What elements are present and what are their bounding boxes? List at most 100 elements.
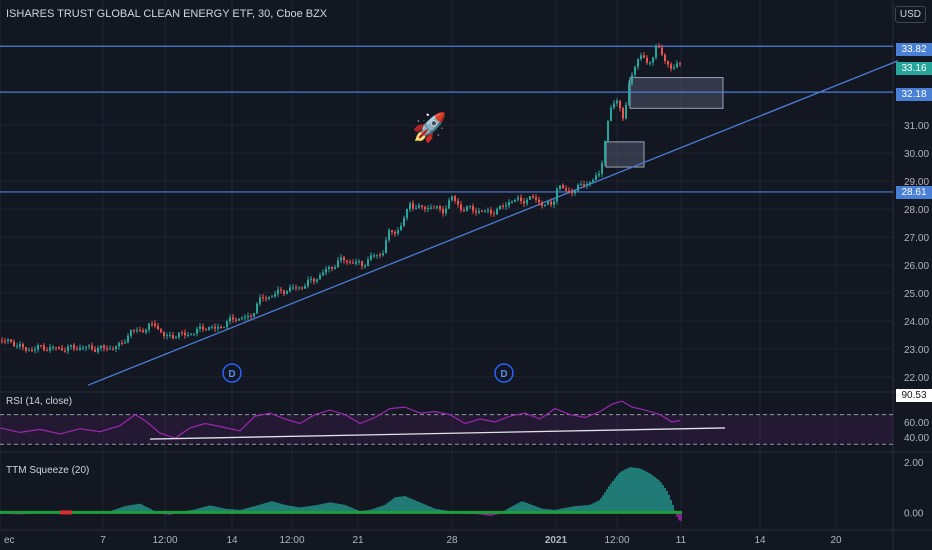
- candle-body: [139, 329, 141, 331]
- candle-body: [619, 100, 621, 108]
- candle-body: [484, 210, 486, 212]
- candle-body: [16, 346, 18, 348]
- time-tick-label: 28: [446, 535, 458, 546]
- candle-body: [628, 83, 630, 105]
- price-tag-line-3: 28.61: [896, 186, 932, 199]
- candle-body: [19, 344, 21, 347]
- dividend-marker-label: D: [500, 369, 507, 380]
- candle-body: [535, 197, 537, 200]
- candle-body: [370, 255, 372, 260]
- chart-title: ISHARES TRUST GLOBAL CLEAN ENERGY ETF, 3…: [6, 8, 328, 20]
- candle-body: [187, 334, 189, 336]
- candle-body: [37, 345, 39, 350]
- candle-body: [10, 339, 12, 342]
- candle-body: [478, 210, 480, 213]
- time-tick-label: 11: [676, 535, 687, 546]
- dividend-marker-1[interactable]: [494, 363, 514, 383]
- candle-body: [643, 55, 645, 58]
- squeeze-pane: [0, 467, 682, 521]
- candle-body: [421, 205, 423, 208]
- candle-body: [280, 289, 282, 291]
- candle-body: [265, 298, 267, 300]
- candle-body: [184, 332, 186, 336]
- candle-body: [466, 206, 468, 211]
- rsi-band-fill: [0, 414, 893, 445]
- candle-body: [40, 345, 42, 347]
- candle-body: [253, 313, 255, 317]
- candle-body: [661, 47, 663, 55]
- candle-body: [94, 349, 96, 352]
- candle-body: [415, 207, 417, 209]
- candle-body: [220, 326, 222, 328]
- candle-body: [352, 262, 354, 264]
- candle-body: [64, 350, 66, 352]
- time-tick-label: 12:00: [604, 535, 629, 546]
- candle-body: [106, 348, 108, 350]
- candle-body: [529, 196, 531, 200]
- price-tick-label: 28.00: [904, 205, 929, 216]
- candle-body: [13, 341, 15, 347]
- candle-body: [586, 183, 588, 186]
- candle-body: [451, 196, 453, 201]
- time-tick-label: 21: [352, 535, 364, 546]
- time-tick-label: ec: [4, 535, 15, 546]
- candle-body: [61, 348, 63, 351]
- candle-body: [631, 74, 633, 84]
- price-tick-label: 27.00: [904, 233, 929, 244]
- candle-body: [304, 286, 306, 289]
- candle-body: [283, 290, 285, 294]
- candle-body: [109, 348, 111, 350]
- squeeze-tick-label: 2.00: [904, 458, 924, 469]
- candle-body: [205, 329, 207, 331]
- candle-body: [55, 347, 57, 349]
- candle-body: [367, 259, 369, 266]
- candle-body: [178, 332, 180, 338]
- candle-body: [196, 328, 198, 334]
- candle-body: [574, 190, 576, 194]
- candle-body: [73, 344, 75, 349]
- candle-body: [91, 345, 93, 350]
- candle-body: [616, 100, 618, 104]
- candle-body: [337, 260, 339, 268]
- dividend-marker-label: D: [228, 369, 235, 380]
- time-tick-label: 14: [754, 535, 766, 546]
- candle-body: [448, 200, 450, 209]
- candle-body: [595, 175, 597, 180]
- time-axis[interactable]: ec 7 12:00 14 12:00 21 28 2021 12:00 11 14 20: [4, 535, 842, 546]
- candle-body: [199, 326, 201, 329]
- time-tick-label: 20: [830, 535, 842, 546]
- candle-body: [1, 340, 3, 342]
- candle-body: [142, 330, 144, 333]
- candle-body: [496, 208, 498, 215]
- candle-body: [523, 201, 525, 204]
- candle-body: [409, 203, 411, 209]
- candle-body: [235, 319, 237, 321]
- squeeze-label[interactable]: TTM Squeeze (20): [4, 465, 92, 476]
- rsi-label[interactable]: RSI (14, close): [4, 396, 75, 407]
- candle-body: [277, 289, 279, 294]
- candle-body: [124, 342, 126, 344]
- candle-body: [100, 345, 102, 349]
- candle-body: [34, 349, 36, 351]
- dividend-marker-0[interactable]: [222, 363, 242, 383]
- candle-body: [241, 317, 243, 319]
- candle-body: [346, 260, 348, 262]
- candle-body: [4, 340, 6, 342]
- candle-body: [307, 279, 309, 287]
- candle-body: [130, 330, 132, 336]
- candle-body: [328, 266, 330, 270]
- candle-body: [271, 296, 273, 298]
- candle-body: [670, 64, 672, 69]
- rsi-trendline: [149, 427, 726, 440]
- price-axis[interactable]: 22.00 23.00 24.00 25.00 26.00 27.00 28.00 29.00…: [904, 121, 929, 519]
- candle-body: [286, 291, 288, 294]
- candle-body: [457, 200, 459, 205]
- candle-body: [85, 346, 87, 348]
- time-tick-label: 7: [100, 535, 106, 546]
- candle-body: [112, 348, 114, 350]
- candle-body: [373, 255, 375, 257]
- currency-button[interactable]: USD: [894, 6, 926, 23]
- candle-body: [289, 287, 291, 292]
